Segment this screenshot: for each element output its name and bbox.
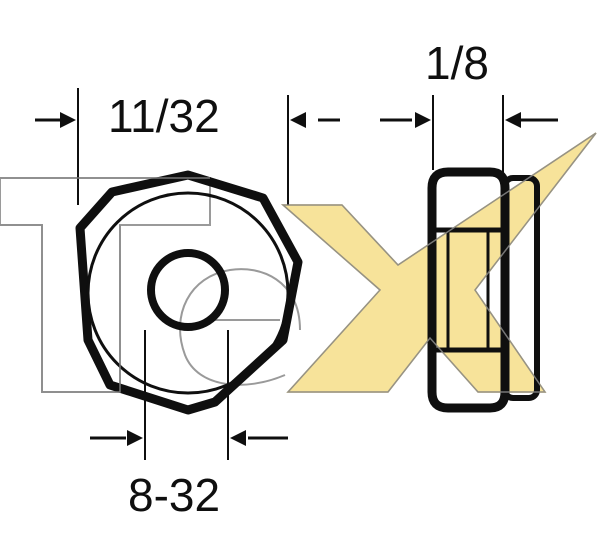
extension-lines	[77, 88, 504, 460]
hex-outline	[75, 170, 303, 415]
hex-width-label: 11/32	[108, 90, 220, 142]
dimension-arrows	[35, 112, 558, 446]
hex-chamfer-circle	[86, 191, 290, 395]
thread-size-label: 8-32	[128, 469, 221, 521]
thread-hole	[147, 249, 229, 331]
side-body-outline	[427, 167, 510, 413]
hex-nut-side-view	[427, 167, 540, 413]
watermark-overlay	[0, 132, 597, 393]
watermark-letter-t	[0, 177, 211, 393]
nut-thickness-label: 1/8	[425, 37, 489, 89]
side-washer	[502, 175, 540, 401]
hex-nut-front-view	[75, 170, 303, 415]
watermark-letter-e	[179, 268, 301, 386]
